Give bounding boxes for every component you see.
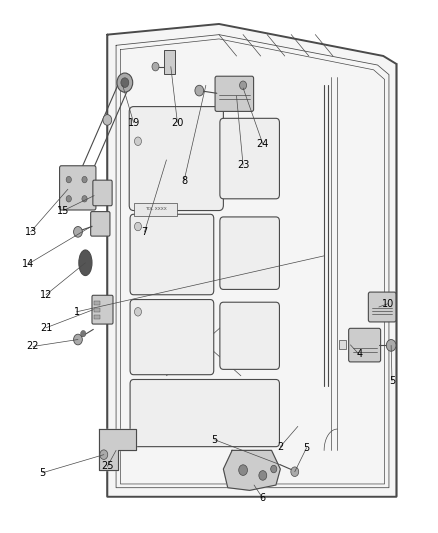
Circle shape bbox=[195, 85, 204, 96]
Text: 13: 13 bbox=[25, 227, 37, 237]
Circle shape bbox=[81, 330, 86, 337]
Bar bbox=[339, 340, 346, 349]
Text: 2: 2 bbox=[277, 442, 283, 451]
Circle shape bbox=[239, 465, 247, 475]
Bar bbox=[134, 203, 177, 216]
FancyBboxPatch shape bbox=[368, 292, 396, 322]
FancyBboxPatch shape bbox=[215, 76, 254, 111]
FancyBboxPatch shape bbox=[220, 217, 279, 289]
Circle shape bbox=[271, 465, 277, 473]
Bar bbox=[94, 315, 100, 319]
Circle shape bbox=[134, 137, 141, 146]
Text: 5: 5 bbox=[39, 468, 46, 478]
Text: 21: 21 bbox=[40, 323, 52, 333]
Polygon shape bbox=[99, 429, 136, 470]
FancyBboxPatch shape bbox=[220, 302, 279, 369]
Text: 20: 20 bbox=[171, 118, 184, 127]
Circle shape bbox=[152, 62, 159, 71]
Circle shape bbox=[66, 176, 71, 183]
FancyBboxPatch shape bbox=[349, 328, 381, 362]
Circle shape bbox=[259, 471, 267, 480]
Bar bbox=[94, 308, 100, 312]
Text: 10: 10 bbox=[381, 299, 394, 309]
FancyBboxPatch shape bbox=[130, 300, 214, 375]
FancyBboxPatch shape bbox=[130, 214, 214, 295]
Polygon shape bbox=[107, 37, 396, 496]
Text: 6: 6 bbox=[260, 494, 266, 503]
Circle shape bbox=[74, 227, 82, 237]
Text: 23: 23 bbox=[237, 160, 249, 170]
Text: 5: 5 bbox=[389, 376, 395, 386]
Polygon shape bbox=[223, 450, 280, 490]
Circle shape bbox=[100, 450, 108, 459]
Text: 15: 15 bbox=[57, 206, 70, 215]
Bar bbox=[94, 301, 100, 305]
FancyBboxPatch shape bbox=[91, 212, 110, 236]
Circle shape bbox=[66, 196, 71, 202]
FancyBboxPatch shape bbox=[60, 166, 96, 210]
Circle shape bbox=[121, 78, 129, 87]
Polygon shape bbox=[107, 24, 396, 497]
Ellipse shape bbox=[79, 250, 92, 276]
Text: 24: 24 bbox=[257, 139, 269, 149]
Circle shape bbox=[82, 196, 87, 202]
Circle shape bbox=[240, 81, 247, 90]
Text: 7: 7 bbox=[141, 227, 148, 237]
Text: 14: 14 bbox=[22, 259, 35, 269]
Text: 1: 1 bbox=[74, 307, 80, 317]
Circle shape bbox=[291, 467, 299, 477]
Text: TOL XXXX: TOL XXXX bbox=[145, 207, 166, 212]
Circle shape bbox=[386, 340, 396, 351]
Text: 5: 5 bbox=[212, 435, 218, 445]
Circle shape bbox=[74, 334, 82, 345]
Bar bbox=[164, 50, 175, 74]
Circle shape bbox=[82, 176, 87, 183]
Text: 25: 25 bbox=[101, 462, 113, 471]
FancyBboxPatch shape bbox=[92, 295, 113, 324]
Text: 8: 8 bbox=[181, 176, 187, 186]
FancyBboxPatch shape bbox=[220, 118, 279, 199]
Text: 22: 22 bbox=[27, 342, 39, 351]
FancyBboxPatch shape bbox=[130, 379, 279, 447]
FancyBboxPatch shape bbox=[129, 107, 223, 211]
FancyBboxPatch shape bbox=[93, 180, 112, 206]
Text: 4: 4 bbox=[356, 350, 362, 359]
Circle shape bbox=[134, 308, 141, 316]
Circle shape bbox=[134, 222, 141, 231]
Text: 5: 5 bbox=[304, 443, 310, 453]
Circle shape bbox=[117, 73, 133, 92]
Text: 12: 12 bbox=[40, 290, 52, 300]
Circle shape bbox=[103, 115, 112, 125]
Text: 19: 19 bbox=[127, 118, 140, 127]
